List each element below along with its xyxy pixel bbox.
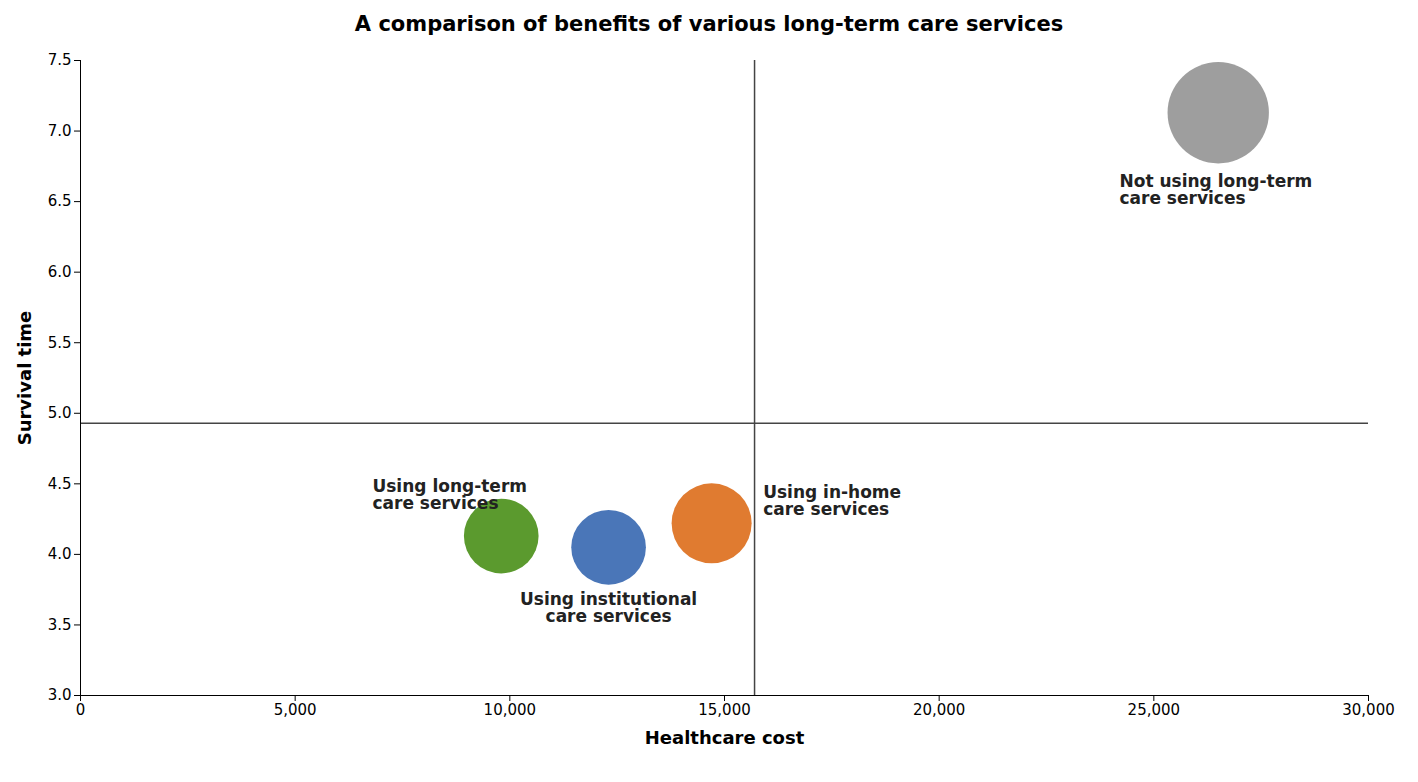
svg-text:3.0: 3.0 (48, 686, 72, 704)
svg-text:30,000: 30,000 (1342, 701, 1395, 719)
svg-text:5,000: 5,000 (274, 701, 317, 719)
svg-text:Not using long-termcare servic: Not using long-termcare services (1119, 171, 1312, 208)
svg-text:Healthcare cost: Healthcare cost (645, 727, 805, 748)
svg-text:6.0: 6.0 (48, 263, 72, 281)
svg-text:25,000: 25,000 (1128, 701, 1181, 719)
svg-text:5.0: 5.0 (48, 404, 72, 422)
svg-text:Using institutionalcare servic: Using institutionalcare services (520, 589, 697, 626)
svg-text:20,000: 20,000 (913, 701, 966, 719)
svg-text:6.5: 6.5 (48, 192, 72, 210)
svg-text:7.5: 7.5 (48, 51, 72, 69)
html-text:A comparison of benefits of va: A comparison of benefits of various long… (354, 12, 1064, 36)
svg-text:0: 0 (76, 701, 86, 719)
svg-text:Using long-termcare services: Using long-termcare services (372, 476, 527, 513)
svg-text:Using in-homecare services: Using in-homecare services (763, 482, 901, 519)
svg-text:15,000: 15,000 (698, 701, 751, 719)
svg-text:3.5: 3.5 (48, 616, 72, 634)
svg-text:Survival time: Survival time (14, 311, 35, 446)
svg-text:4.5: 4.5 (48, 475, 72, 493)
svg-text:4.0: 4.0 (48, 545, 72, 563)
svg-text:7.0: 7.0 (48, 122, 72, 140)
svg-text:5.5: 5.5 (48, 334, 72, 352)
svg-text:10,000: 10,000 (484, 701, 537, 719)
